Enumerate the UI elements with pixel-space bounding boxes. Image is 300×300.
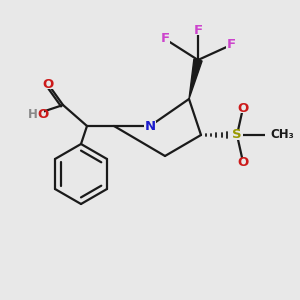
FancyBboxPatch shape — [238, 158, 248, 166]
Text: H: H — [28, 107, 38, 121]
Text: O: O — [42, 77, 54, 91]
FancyBboxPatch shape — [226, 40, 236, 50]
FancyBboxPatch shape — [231, 130, 243, 140]
FancyBboxPatch shape — [160, 34, 170, 43]
Text: O: O — [237, 101, 249, 115]
FancyBboxPatch shape — [28, 109, 44, 119]
Text: F: F — [160, 32, 169, 46]
Text: CH₃: CH₃ — [270, 128, 294, 142]
Text: F: F — [194, 23, 202, 37]
FancyBboxPatch shape — [193, 26, 203, 34]
Text: S: S — [232, 128, 242, 142]
FancyBboxPatch shape — [144, 121, 156, 131]
Text: O: O — [237, 155, 249, 169]
Text: O: O — [38, 107, 49, 121]
FancyBboxPatch shape — [238, 103, 248, 112]
Polygon shape — [189, 59, 202, 99]
FancyBboxPatch shape — [43, 80, 53, 88]
Text: F: F — [226, 38, 236, 52]
FancyBboxPatch shape — [265, 130, 281, 140]
Text: N: N — [144, 119, 156, 133]
